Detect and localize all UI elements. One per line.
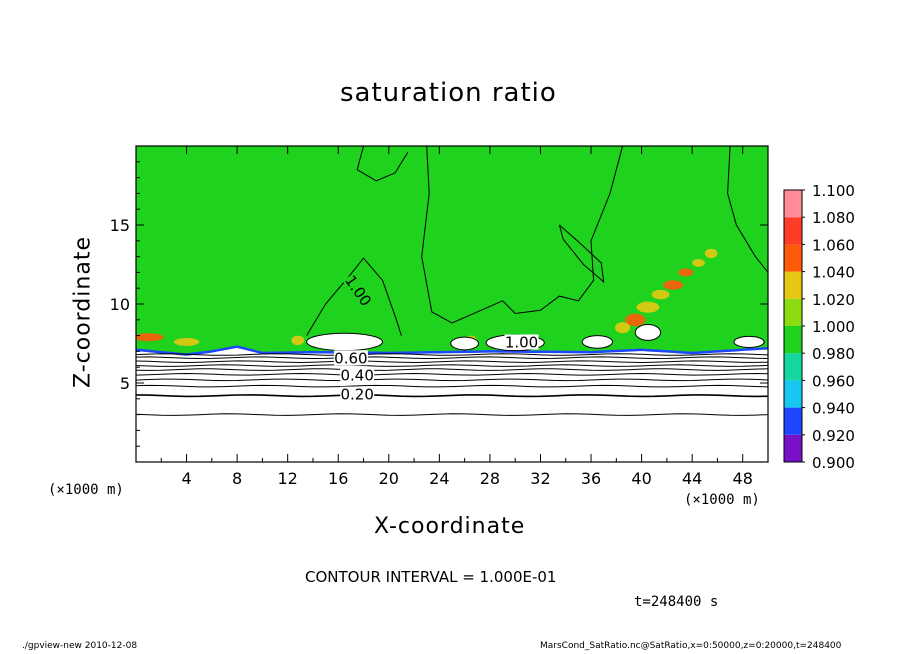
stratified-contour <box>136 413 768 416</box>
supersaturated-patch <box>625 313 646 327</box>
contour-label: 0.20 <box>340 386 373 404</box>
contour-label-bg <box>340 386 375 402</box>
colorbar-label: 0.980 <box>812 345 855 363</box>
contour-lines <box>136 146 768 416</box>
y-axis-label: Z-coordinate <box>70 236 96 388</box>
chart-title: saturation ratio <box>340 78 557 108</box>
contour-label-bg <box>504 334 539 350</box>
stratified-contour <box>136 394 768 398</box>
unsaturated-pocket <box>306 332 383 352</box>
footer-left: ./gpview-new 2010-12-08 <box>22 641 138 651</box>
stratified-contour <box>136 384 768 388</box>
supersaturated-patch <box>651 289 670 300</box>
colorbar-label: 0.900 <box>812 454 855 472</box>
colorbar-label: 1.020 <box>812 291 855 309</box>
supersaturated-patch <box>663 280 684 290</box>
contour-line-1-00 <box>356 146 409 182</box>
colorbar-bin <box>784 434 802 462</box>
unsaturated-pocket <box>450 336 480 351</box>
x-axis-ticks: 4 8 12 16 20 24 28 32 36 40 44 48 <box>160 146 753 488</box>
x-tick-label: 36 <box>581 469 601 488</box>
footer-right: MarsCond_SatRatio.nc@SatRatio,x=0:50000,… <box>540 641 842 651</box>
stratified-contour <box>136 378 768 382</box>
supersaturated-patch <box>704 248 718 259</box>
contour-line-1-00 <box>727 146 768 273</box>
stratified-contour <box>136 372 768 376</box>
x-tick-label: 8 <box>232 469 242 488</box>
x-tick-label: 16 <box>328 469 348 488</box>
x-unit-label-right: (×1000 m) <box>684 492 760 508</box>
x-tick-label: 48 <box>733 469 753 488</box>
colorbar-label: 0.960 <box>812 372 855 390</box>
x-tick-label: 44 <box>682 469 702 488</box>
colorbar-label: 1.080 <box>812 209 855 227</box>
unsaturated-pocket <box>581 335 614 349</box>
stratified-contour <box>136 360 768 364</box>
colorbar-label: 1.100 <box>812 182 855 200</box>
x-tick-label: 40 <box>631 469 651 488</box>
colorbar-bin <box>784 407 802 435</box>
supersaturated-patch <box>678 268 694 277</box>
contour-label: 0.40 <box>340 367 373 385</box>
x-tick-label: 4 <box>181 469 191 488</box>
y-tick-label: 5 <box>120 374 130 393</box>
colorbar-bin <box>784 190 802 218</box>
supersaturated-patch <box>636 301 660 313</box>
contour-label: 1.00 <box>505 334 538 352</box>
colorbar-bin <box>784 217 802 245</box>
y-tick-label: 10 <box>110 295 130 314</box>
supersaturated-patch <box>173 337 200 346</box>
colorbar-label: 1.060 <box>812 236 855 254</box>
contour-line-1-00 <box>558 224 605 284</box>
x-tick-label: 24 <box>429 469 449 488</box>
supersaturated-patch <box>692 258 705 267</box>
contour-label: 0.60 <box>334 349 367 367</box>
x-tick-label: 32 <box>530 469 550 488</box>
x-unit-label-left: (×1000 m) <box>48 482 124 498</box>
colorbar-bin <box>784 244 802 272</box>
stratified-contour <box>136 364 768 367</box>
stratified-contour <box>136 368 768 371</box>
y-tick-label: 15 <box>110 216 130 235</box>
stratified-contour <box>136 353 768 356</box>
contour-line-1-00 <box>306 257 402 336</box>
colorbar-bin <box>784 326 802 354</box>
contour-label-bg <box>340 367 375 383</box>
x-tick-label: 28 <box>480 469 500 488</box>
colorbar-label: 1.000 <box>812 318 855 336</box>
contour-interval-label: CONTOUR INTERVAL = 1.000E-01 <box>305 568 557 586</box>
supersaturated-patch <box>291 335 305 346</box>
colorbar-bin <box>784 298 802 326</box>
colorbar: 0.900 0.920 0.940 0.960 0.980 1.000 1.020 1.040… <box>783 182 855 472</box>
colorbar-bin <box>784 353 802 381</box>
unsaturated-pocket <box>634 324 662 341</box>
surface-boundary <box>136 345 768 356</box>
saturated-region <box>136 146 768 355</box>
x-tick-label: 20 <box>379 469 399 488</box>
y-axis-ticks: 5 10 15 <box>110 161 768 447</box>
saturation-field <box>136 146 768 356</box>
x-tick-label: 12 <box>278 469 298 488</box>
contour-label-bg <box>333 350 368 366</box>
contour-label-bg <box>342 272 375 309</box>
colorbar-bin <box>784 380 802 408</box>
supersaturated-patch <box>136 333 164 342</box>
unsaturated-pocket <box>733 335 765 348</box>
colorbar-label: 0.940 <box>812 400 855 418</box>
x-axis-label: X-coordinate <box>374 514 526 539</box>
supersaturated-patch <box>615 322 631 334</box>
colorbar-label: 0.920 <box>812 427 855 445</box>
stratified-contour <box>136 356 768 360</box>
time-label: t=248400 s <box>634 594 719 610</box>
colorbar-bin <box>784 271 802 299</box>
colorbar-label: 1.040 <box>812 264 855 282</box>
